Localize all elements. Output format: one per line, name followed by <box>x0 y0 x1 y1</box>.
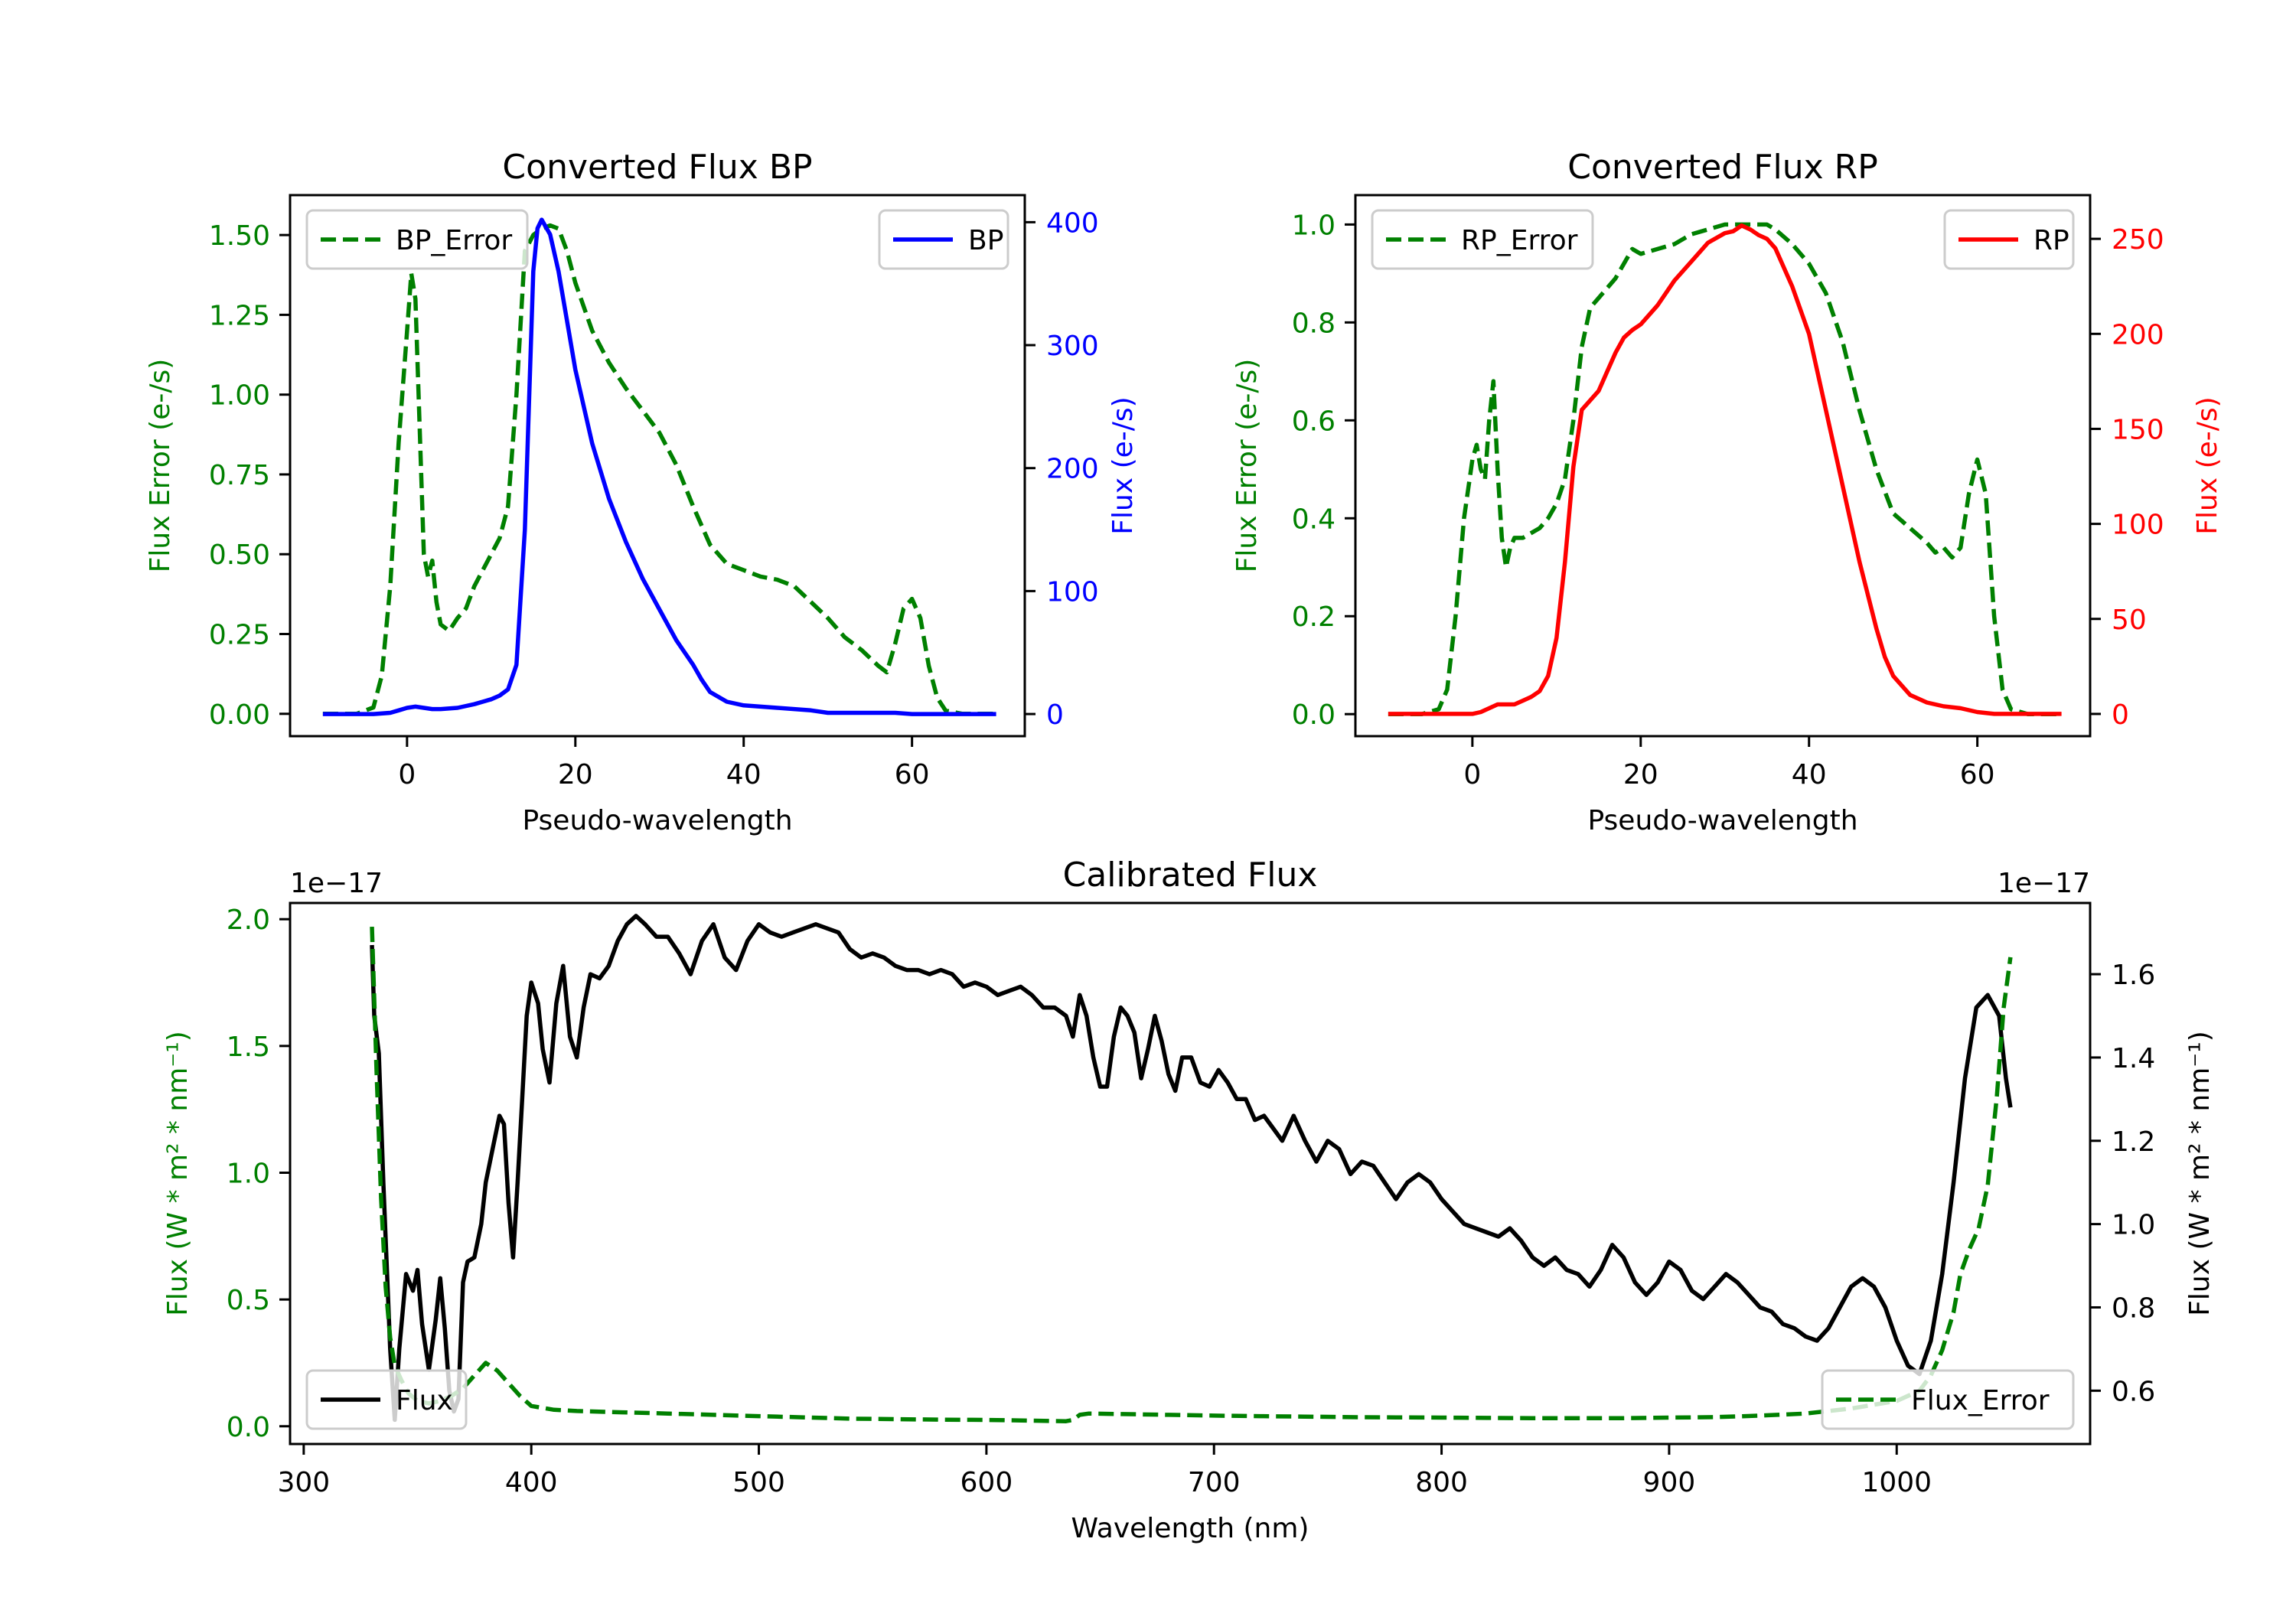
y-tick-label-right: 0 <box>2112 699 2129 731</box>
y-tick-label-right: 1.2 <box>2112 1126 2155 1158</box>
x-tick-label: 0 <box>1463 759 1481 790</box>
x-tick-label: 0 <box>398 759 416 790</box>
y-tick-label-left: 0.75 <box>209 460 270 491</box>
calibrated-legend-flux: Flux <box>305 1369 468 1430</box>
y-tick-label-right: 1.6 <box>2112 960 2155 991</box>
legend-box <box>305 209 529 270</box>
series-rp-error <box>1388 222 2062 716</box>
y-tick-label-right: 250 <box>2112 224 2164 256</box>
y-tick-label-right: 150 <box>2112 414 2164 445</box>
series-bp-error <box>322 223 996 716</box>
x-tick-label: 60 <box>1960 759 1995 790</box>
x-tick-label: 40 <box>726 759 762 790</box>
legend-label: RP <box>2033 225 2069 256</box>
bp-legend-flux: BP <box>878 209 1009 270</box>
y-tick-label-left: 1.0 <box>1292 210 1336 241</box>
y-tick-label-right: 100 <box>2112 510 2164 541</box>
x-tick-label: 20 <box>1623 759 1658 790</box>
calibrated-xlabel: Wavelength (nm) <box>1071 1513 1309 1544</box>
calibrated-offset-left: 1e−17 <box>290 868 383 899</box>
x-tick-label: 900 <box>1643 1467 1696 1498</box>
x-tick-label: 600 <box>960 1467 1013 1498</box>
rp-ylabel-left: Flux Error (e-/s) <box>1231 359 1263 573</box>
legend-label: RP_Error <box>1461 225 1578 256</box>
bp-plot-area: 0 20 40 60 0.00 0.25 0.50 0.75 1.00 1.25 1.50 0 100 2… <box>209 194 1099 790</box>
y-tick-label-left: 0.0 <box>227 1412 270 1443</box>
bp-series-group <box>322 217 996 716</box>
calibrated-legend-error: Flux_Error <box>1821 1369 2075 1430</box>
x-tick-label: 60 <box>895 759 930 790</box>
legend-label: Flux <box>396 1385 453 1416</box>
y-tick-label-left: 0.2 <box>1292 601 1336 633</box>
calibrated-plot-area: 300 400 500 600 700 800 900 1000 0.0 0.5 1.0 1.5 2.0… <box>227 901 2155 1498</box>
bp-ylabel-left: Flux Error (e-/s) <box>145 359 176 573</box>
calibrated-ylabel-left: Flux (W * m² * nm⁻¹) <box>162 1031 194 1316</box>
y-tick-label-left: 0.4 <box>1292 504 1336 535</box>
calibrated-ylabel-right: Flux (W * m² * nm⁻¹) <box>2184 1031 2216 1316</box>
y-tick-label-right: 0.6 <box>2112 1376 2155 1407</box>
y-tick-label-left: 0.0 <box>1292 699 1336 731</box>
legend-label: BP <box>968 225 1003 256</box>
x-tick-label: 500 <box>732 1467 785 1498</box>
y-tick-label-right: 200 <box>2112 319 2164 350</box>
y-tick-label-right: 1.4 <box>2112 1043 2155 1074</box>
series-flux <box>370 914 2013 1423</box>
legend-box <box>1371 209 1594 270</box>
rp-legend-error: RP_Error <box>1371 209 1594 270</box>
y-tick-label-right: 50 <box>2112 605 2147 636</box>
rp-ylabel-right: Flux (e-/s) <box>2192 396 2223 534</box>
rp-xlabel: Pseudo-wavelength <box>1587 805 1857 836</box>
bp-panel: 0 20 40 60 0.00 0.25 0.50 0.75 1.00 1.25 1.50 0 100 2… <box>145 148 1139 836</box>
rp-series-group <box>1388 222 2062 716</box>
y-tick-label-left: 0.00 <box>209 699 270 731</box>
bp-xlabel: Pseudo-wavelength <box>522 805 792 836</box>
calibrated-offset-right: 1e−17 <box>1998 868 2090 899</box>
legend-box <box>305 1369 468 1430</box>
y-tick-label-left: 0.8 <box>1292 308 1336 339</box>
y-tick-label-left: 1.00 <box>209 380 270 412</box>
y-tick-label-left: 1.5 <box>227 1032 270 1063</box>
y-tick-label-right: 1.0 <box>2112 1210 2155 1241</box>
x-tick-label: 400 <box>505 1467 558 1498</box>
x-tick-label: 700 <box>1188 1467 1241 1498</box>
rp-axes-frame <box>1354 194 2092 738</box>
rp-title: Converted Flux RP <box>1567 148 1878 187</box>
x-tick-label: 40 <box>1792 759 1827 790</box>
bp-ylabel-right: Flux (e-/s) <box>1107 396 1139 534</box>
x-tick-label: 1000 <box>1861 1467 1932 1498</box>
x-tick-label: 800 <box>1415 1467 1468 1498</box>
y-tick-label-left: 1.50 <box>209 220 270 252</box>
calibrated-title: Calibrated Flux <box>1063 856 1318 895</box>
y-tick-label-right: 100 <box>1046 576 1099 608</box>
series-bp <box>322 217 996 716</box>
y-tick-label-left: 0.25 <box>209 620 270 651</box>
rp-plot-area: 0 20 40 60 0.0 0.2 0.4 0.6 0.8 1.0 0 50 100 150 200 250 <box>1292 194 2164 790</box>
y-tick-label-left: 0.5 <box>227 1285 270 1316</box>
calibrated-panel: 300 400 500 600 700 800 900 1000 0.0 0.5 1.0 1.5 2.0… <box>162 856 2216 1544</box>
y-tick-label-left: 2.0 <box>227 905 270 936</box>
rp-legend-flux: RP <box>1943 209 2075 270</box>
x-tick-label: 300 <box>277 1467 330 1498</box>
bp-axes-frame <box>289 194 1026 738</box>
y-tick-label-right: 200 <box>1046 454 1099 485</box>
y-tick-label-left: 0.50 <box>209 539 270 571</box>
y-tick-label-right: 300 <box>1046 331 1099 362</box>
legend-label: BP_Error <box>396 225 512 256</box>
y-tick-label-left: 1.25 <box>209 300 270 331</box>
legend-box <box>1821 1369 2075 1430</box>
rp-panel: 0 20 40 60 0.0 0.2 0.4 0.6 0.8 1.0 0 50 100 150 200 250… <box>1231 148 2223 836</box>
bp-title: Converted Flux BP <box>502 148 812 187</box>
legend-label: Flux_Error <box>1911 1385 2050 1416</box>
x-tick-label: 20 <box>558 759 593 790</box>
series-rp <box>1388 223 2062 716</box>
y-tick-label-left: 1.0 <box>227 1159 270 1190</box>
y-tick-label-left: 0.6 <box>1292 406 1336 437</box>
y-tick-label-right: 400 <box>1046 207 1099 239</box>
y-tick-label-right: 0 <box>1046 699 1064 731</box>
y-tick-label-right: 0.8 <box>2112 1292 2155 1324</box>
bp-legend-error: BP_Error <box>305 209 529 270</box>
